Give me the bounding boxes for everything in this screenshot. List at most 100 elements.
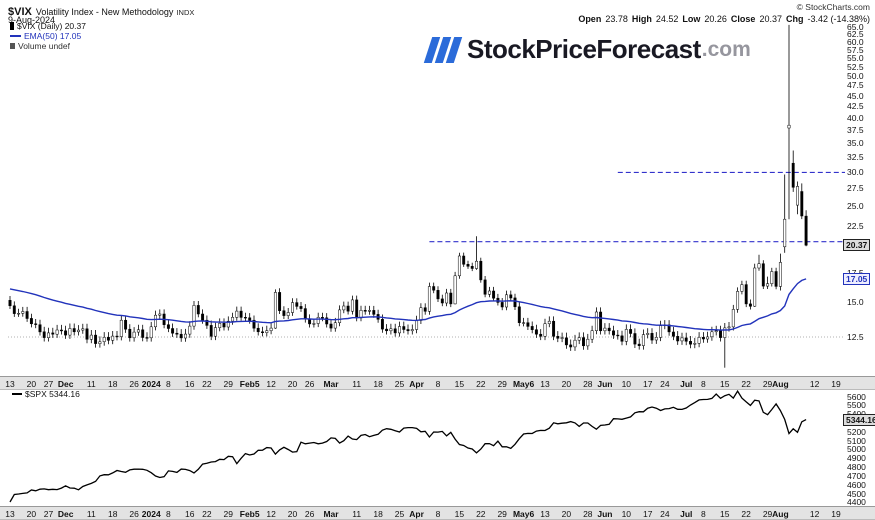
vix-last-price-label: 20.37	[843, 239, 871, 252]
low-label: Low	[682, 14, 701, 24]
x-tick-label: 18	[107, 509, 118, 519]
x-tick-label: 25	[394, 509, 405, 519]
x-tick-label: 29	[497, 509, 507, 519]
x-tick-label: Dec	[57, 379, 74, 389]
x-tick-label: 8	[435, 379, 441, 389]
x-tick-label: 15	[720, 509, 730, 519]
low-value: 20.26	[704, 14, 727, 24]
x-tick-label: 13	[5, 379, 15, 389]
chart-date: 9-Aug-2024	[8, 15, 56, 25]
x-tick-label: 8	[700, 509, 706, 519]
chg-label: Chg	[785, 14, 804, 24]
spx-legend-label: $SPX 5344.16	[25, 389, 80, 399]
x-tick-label: 29	[223, 509, 233, 519]
x-tick-label: 20	[561, 509, 572, 519]
ema-legend-row: EMA(50) 17.05	[10, 30, 86, 41]
ema-price-label: 17.05	[843, 272, 871, 285]
ema-line	[9, 278, 807, 331]
vix-candles	[8, 24, 808, 368]
header-line-1: $VIX Volatility Index - New Methodology IN…	[8, 2, 194, 20]
spx-line-icon	[12, 393, 22, 395]
x-tick-label: 12	[809, 509, 820, 519]
copyright: © StockCharts.com	[796, 2, 870, 12]
x-tick-label: 20	[26, 509, 37, 519]
x-tick-label: 12	[809, 379, 820, 389]
x-tick-label: 29	[497, 379, 507, 389]
spx-last-price-label: 5344.16	[843, 413, 875, 426]
x-tick-label: 11	[352, 509, 362, 519]
x-tick-label: Mar	[323, 509, 339, 519]
spx-line	[9, 389, 807, 503]
x-tick-label: 27	[43, 379, 54, 389]
x-tick-label: 8	[165, 379, 171, 389]
x-tick-label: 12	[266, 379, 276, 389]
x-tick-label: 16	[185, 379, 195, 389]
x-tick-label: Aug	[772, 509, 789, 519]
x-tick-label: 26	[129, 509, 139, 519]
x-tick-label: 8	[435, 509, 441, 519]
x-tick-label: 13	[5, 509, 15, 519]
main-legend: $VIX (Daily) 20.37 EMA(50) 17.05 Volume …	[10, 21, 86, 51]
watermark-tld: .com	[701, 37, 751, 61]
volume-legend-row: Volume undef	[10, 41, 86, 51]
x-tick-label: 26	[129, 379, 139, 389]
x-tick-label: 28	[583, 379, 593, 389]
x-tick-label: Jul	[680, 379, 693, 389]
ema-legend-label: EMA(50) 17.05	[24, 30, 82, 41]
x-tick-label: 17	[642, 509, 653, 519]
close-label: Close	[730, 14, 756, 24]
annotation-lines	[429, 171, 845, 243]
x-tick-label: 29	[223, 379, 233, 389]
x-tick-label: 2024	[141, 379, 161, 389]
x-tick-label: 2024	[141, 509, 161, 519]
x-tick-label: May6	[512, 379, 535, 389]
x-tick-label: 28	[583, 509, 593, 519]
high-label: High	[631, 14, 652, 24]
x-tick-label: 10	[621, 379, 632, 389]
x-tick-label: 25	[394, 379, 405, 389]
x-tick-label: 19	[831, 379, 841, 389]
x-tick-label: Apr	[409, 379, 424, 389]
x-tick-label: Feb5	[239, 509, 260, 519]
x-tick-label: 12	[266, 509, 276, 519]
volume-icon	[10, 42, 15, 49]
x-tick-label: 15	[454, 379, 465, 389]
x-tick-label: 27	[43, 509, 54, 519]
spx-legend: $SPX 5344.16	[12, 389, 80, 399]
x-tick-label: 26	[304, 509, 315, 519]
x-tick-label: 11	[86, 509, 96, 519]
x-tick-label: 11	[352, 379, 362, 389]
close-value: 20.37	[759, 14, 782, 24]
x-tick-label: 15	[720, 379, 730, 389]
watermark-brand: StockPriceForecast	[467, 34, 701, 64]
vix-legend-row: $VIX (Daily) 20.37	[10, 20, 86, 31]
x-tick-label: 13	[540, 379, 550, 389]
x-tick-label: 20	[287, 509, 298, 519]
x-tick-label: Jun	[597, 509, 613, 519]
exchange-label: INDX	[176, 8, 195, 17]
x-tick-label: Jul	[680, 509, 693, 519]
x-tick-label: Aug	[772, 379, 789, 389]
watermark: StockPriceForecast .com	[423, 34, 751, 65]
symbol: $VIX	[8, 6, 32, 18]
x-tick-label: 8	[700, 379, 706, 389]
x-axis-main: 13 20 27 Dec 11 18 26 2024 8 16 22 29 Feb5 12 20 26 Mar 1…	[0, 376, 875, 390]
brand-logo-icon	[423, 36, 463, 63]
x-tick-label: Jun	[597, 379, 613, 389]
chg-value: -3.42 (-14.38%)	[807, 14, 870, 24]
x-tick-label: Mar	[323, 379, 339, 389]
x-tick-label: 26	[304, 379, 315, 389]
x-tick-label: 22	[202, 379, 212, 389]
x-tick-label: 11	[86, 379, 96, 389]
x-tick-label: 16	[185, 509, 195, 519]
x-tick-label: 18	[373, 379, 383, 389]
x-tick-label: May6	[512, 509, 535, 519]
x-tick-label: 22	[202, 509, 212, 519]
x-tick-label: 10	[621, 509, 632, 519]
vix-legend-label: $VIX (Daily) 20.37	[17, 20, 86, 31]
x-tick-label: Dec	[57, 509, 74, 519]
x-tick-label: 8	[165, 509, 171, 519]
x-tick-label: 20	[561, 379, 572, 389]
